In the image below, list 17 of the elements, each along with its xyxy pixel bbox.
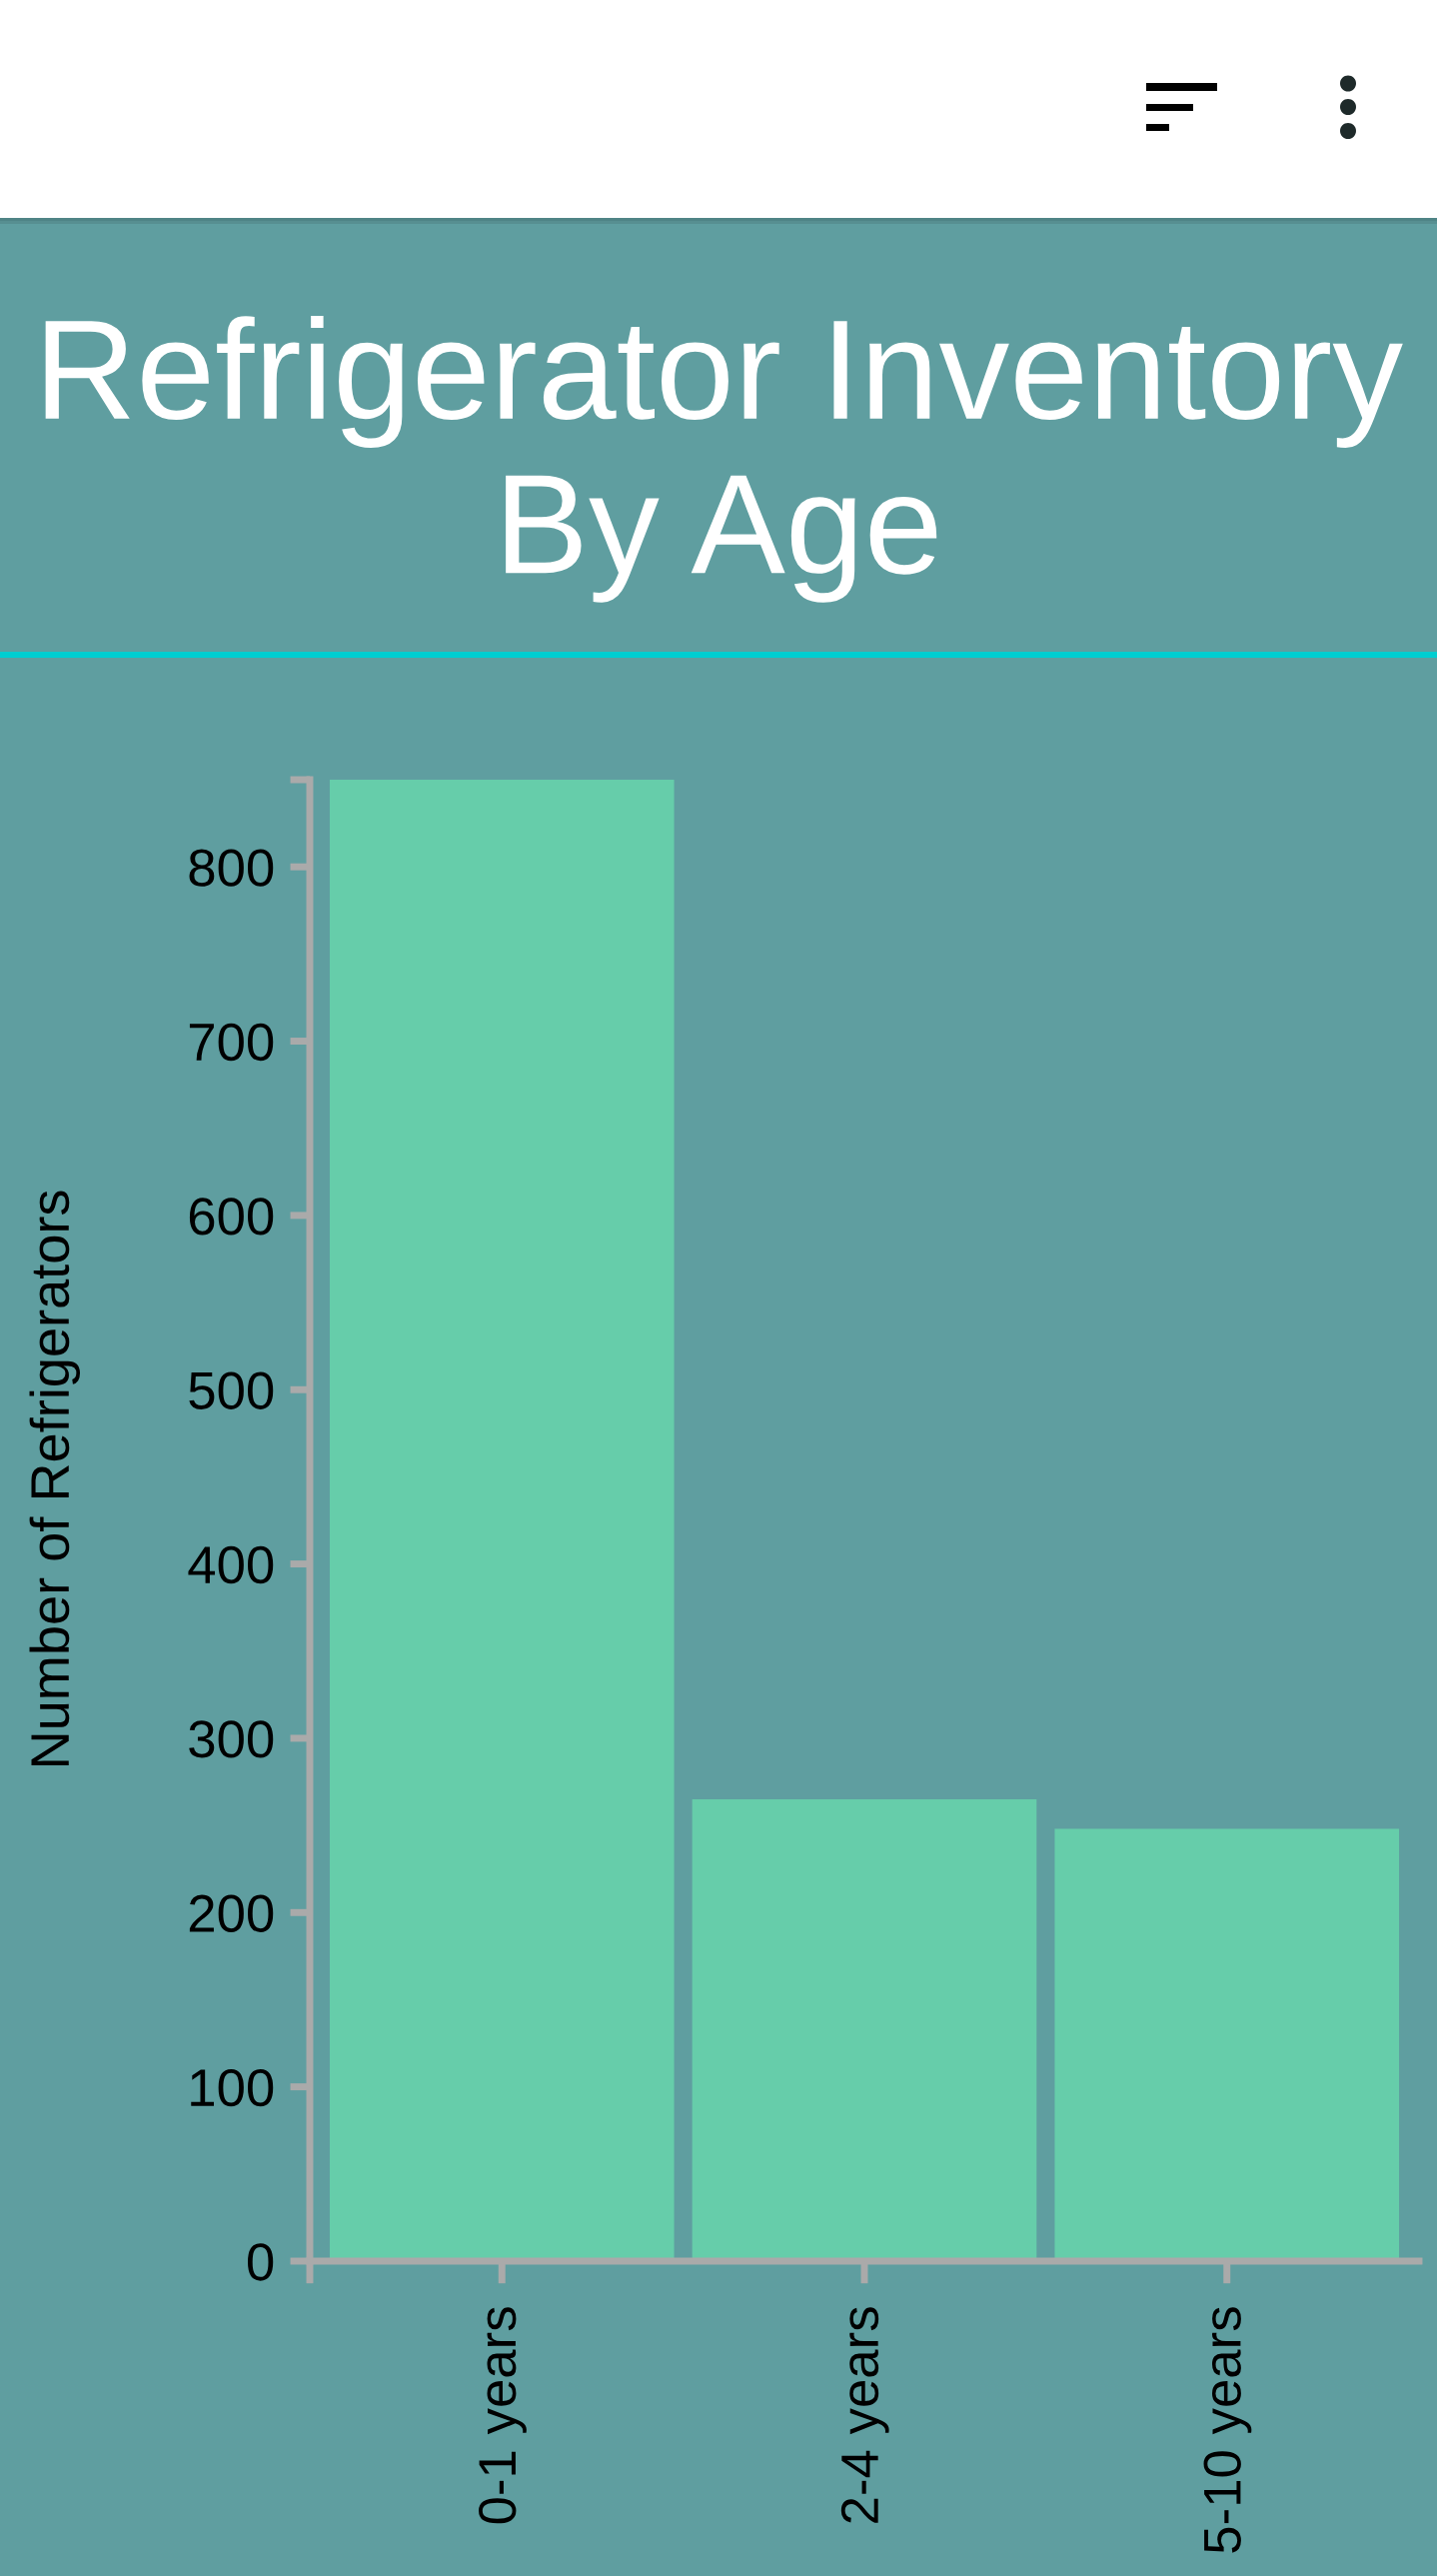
y-tick-label: 700 bbox=[189, 1023, 274, 1062]
x-tick-label: 5-10 years bbox=[1203, 2307, 1252, 2553]
bar bbox=[329, 780, 675, 2261]
chart-title: Refrigerator Inventory By Age bbox=[45, 316, 1403, 603]
y-tick-label: 400 bbox=[188, 1545, 274, 1584]
y-tick-label: 800 bbox=[189, 849, 274, 887]
x-tick-label: 2-4 years bbox=[840, 2307, 889, 2523]
y-tick-label: 300 bbox=[189, 1720, 274, 1758]
y-tick-label: 500 bbox=[189, 1371, 274, 1409]
y-tick-label: 600 bbox=[189, 1198, 274, 1236]
y-tick-label: 200 bbox=[189, 1894, 274, 1932]
bar bbox=[1054, 1828, 1400, 2261]
y-tick-label: 100 bbox=[191, 2068, 274, 2107]
x-tick-label: 0-1 years bbox=[479, 2307, 527, 2524]
bar bbox=[692, 1798, 1037, 2261]
y-tick-label: 0 bbox=[247, 2243, 274, 2281]
y-axis-title: Number of Refrigerators bbox=[29, 1191, 80, 1766]
